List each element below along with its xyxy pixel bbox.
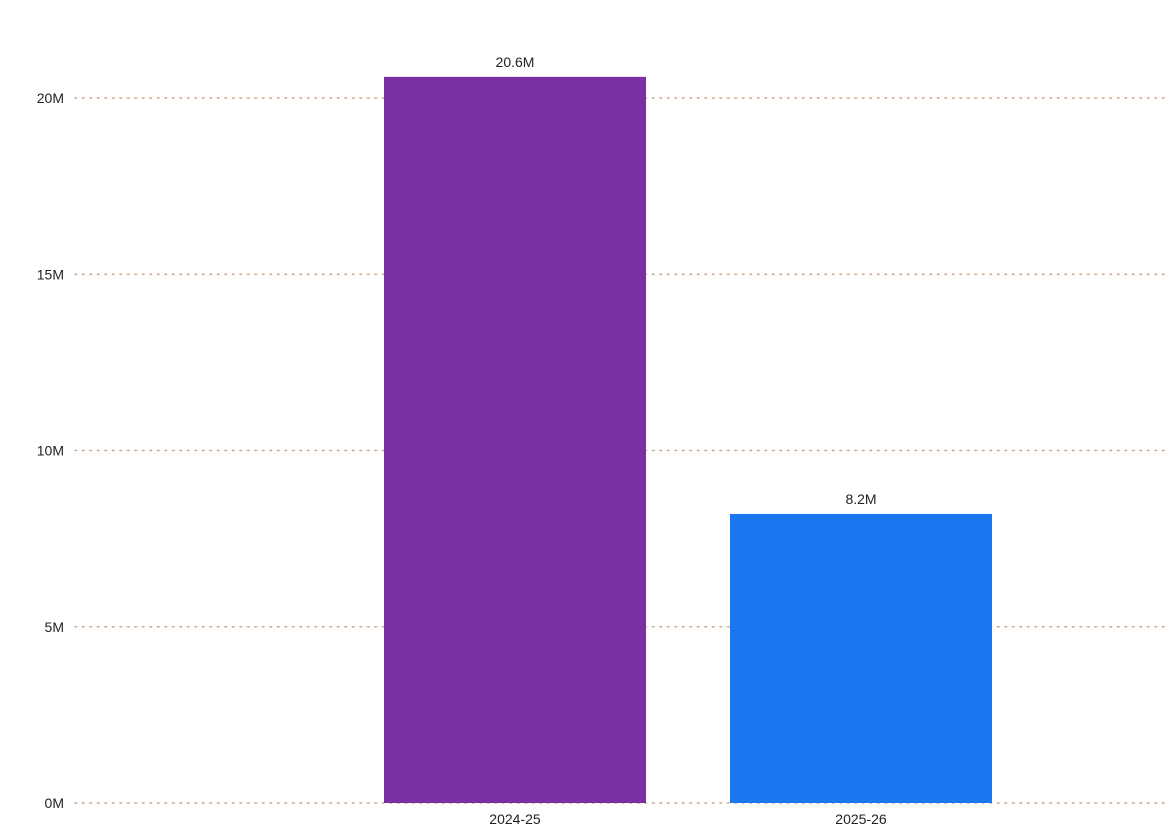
- y-tick-label: 20M: [37, 90, 64, 106]
- y-tick-label: 10M: [37, 443, 64, 459]
- bar-2024-25[interactable]: [384, 76, 646, 804]
- y-axis-tick-labels: 0M 5M 10M 15M 20M: [37, 90, 64, 811]
- bars: [384, 76, 992, 804]
- x-category-label: 2024-25: [489, 811, 541, 827]
- data-label: 8.2M: [845, 491, 876, 507]
- x-axis-category-labels: 2024-25 2025-26: [489, 811, 887, 827]
- x-category-label: 2025-26: [835, 811, 887, 827]
- y-tick-label: 15M: [37, 266, 64, 282]
- data-labels: 20.6M 8.2M: [496, 54, 877, 507]
- y-tick-label: 5M: [45, 619, 64, 635]
- data-label: 20.6M: [496, 54, 535, 70]
- y-tick-label: 0M: [45, 795, 64, 811]
- gridlines: [74, 97, 1169, 804]
- bar-2025-26[interactable]: [730, 513, 992, 803]
